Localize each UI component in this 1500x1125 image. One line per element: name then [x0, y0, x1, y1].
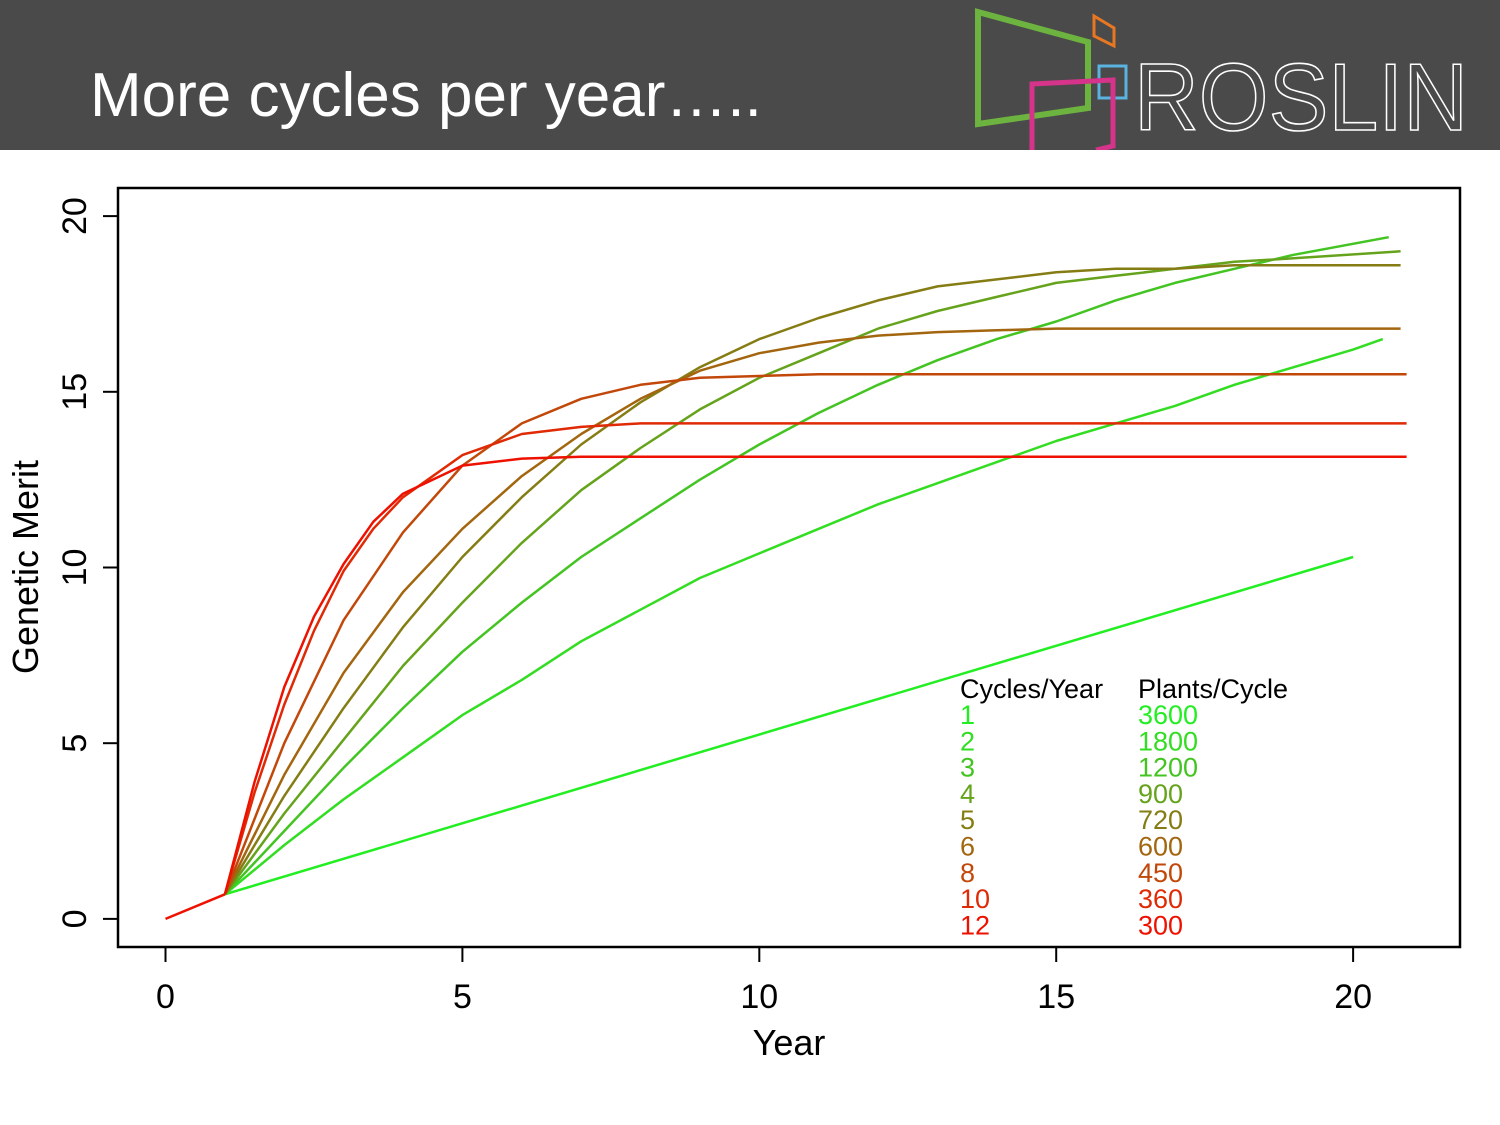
- logo-mark-icon: [975, 8, 1128, 150]
- series-line-2-cycles: [224, 337, 1384, 896]
- legend-header-cycles: Cycles/Year: [960, 674, 1103, 704]
- y-tick-label-5: 5: [56, 734, 94, 753]
- series-line-8-cycles: [223, 372, 1407, 895]
- legend-cycles-12: 12: [960, 910, 990, 940]
- y-tick-label-0: 0: [56, 909, 94, 928]
- series-line-initial-segment: [165, 893, 226, 921]
- y-axis-title: Genetic Merit: [5, 460, 46, 674]
- legend-plants-900: 900: [1138, 779, 1183, 809]
- legend-plants-360: 360: [1138, 884, 1183, 914]
- series-line-10-cycles: [223, 422, 1407, 895]
- series-line-3-cycles: [223, 235, 1389, 896]
- series-line-1-cycles: [224, 555, 1354, 896]
- legend-cycles-10: 10: [960, 884, 990, 914]
- header-bar: More cycles per year….. ROSLIN: [0, 0, 1500, 150]
- x-axis-title: Year: [753, 1022, 826, 1063]
- x-tick-label-20: 20: [1334, 978, 1372, 1016]
- legend-plants-1200: 1200: [1138, 753, 1198, 783]
- legend-plants-450: 450: [1138, 858, 1183, 888]
- x-tick-label-0: 0: [156, 978, 175, 1016]
- x-axis: 0 5 10 15 20: [156, 946, 1372, 1016]
- y-axis: 0 5 10 15 20: [56, 197, 118, 928]
- series-line-5-cycles: [223, 264, 1401, 895]
- legend-plants-3600: 3600: [1138, 700, 1198, 730]
- legend-cycles-6: 6: [960, 832, 975, 862]
- legend-cycles-3: 3: [960, 753, 975, 783]
- legend-plants-600: 600: [1138, 832, 1183, 862]
- legend-cycles-8: 8: [960, 858, 975, 888]
- legend-cycles-2: 2: [960, 726, 975, 756]
- series-line-6-cycles: [223, 327, 1401, 895]
- series-layer: [165, 235, 1407, 921]
- legend-cycles-4: 4: [960, 779, 975, 809]
- legend: Cycles/Year Plants/Cycle 1 3600 2 1800 3 1200…: [960, 674, 1288, 940]
- slide-title: More cycles per year…..: [90, 61, 762, 130]
- series-line-4-cycles: [223, 250, 1401, 896]
- logo-text: ROSLIN: [1134, 44, 1468, 150]
- x-tick-label-10: 10: [740, 978, 778, 1016]
- y-tick-label-10: 10: [56, 549, 94, 587]
- roslin-logo: ROSLIN: [975, 8, 1469, 150]
- x-tick-label-5: 5: [453, 978, 472, 1016]
- series-line-12-cycles: [223, 455, 1407, 895]
- plot-frame: [116, 186, 1462, 949]
- legend-plants-1800: 1800: [1138, 726, 1198, 756]
- y-tick-label-20: 20: [56, 197, 94, 235]
- legend-cycles-5: 5: [960, 805, 975, 835]
- legend-plants-720: 720: [1138, 805, 1183, 835]
- y-tick-label-15: 15: [56, 373, 94, 411]
- legend-header-plants: Plants/Cycle: [1138, 674, 1288, 704]
- x-tick-label-15: 15: [1037, 978, 1075, 1016]
- legend-plants-300: 300: [1138, 910, 1183, 940]
- legend-cycles-1: 1: [960, 700, 975, 730]
